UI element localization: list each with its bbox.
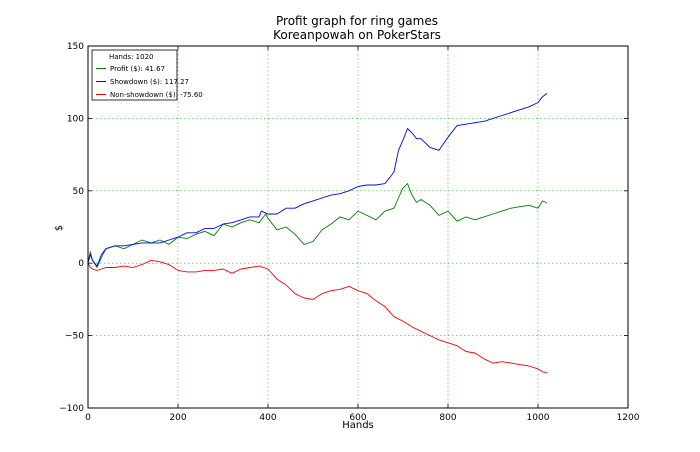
y-tick-label: 150 bbox=[67, 42, 84, 52]
legend-label-2: Non-showdown ($): -75.60 bbox=[110, 91, 203, 99]
y-tick-label: −50 bbox=[65, 332, 84, 342]
x-tick-label: 1000 bbox=[527, 413, 550, 423]
x-tick-label: 1200 bbox=[617, 413, 640, 423]
y-tick-label: 0 bbox=[78, 259, 84, 269]
legend-label-1: Showdown ($): 117.27 bbox=[110, 78, 189, 86]
series-line-2 bbox=[87, 259, 548, 374]
chart-subtitle: Koreanpowah on PokerStars bbox=[273, 28, 441, 42]
x-tick-label: 400 bbox=[259, 413, 276, 423]
axis-ticks: 0 200 400 600 800 1000 1200 −100 −50 0 50 100 150 bbox=[59, 42, 639, 423]
y-tick-label: −100 bbox=[59, 404, 84, 414]
chart-title: Profit graph for ring games bbox=[276, 14, 438, 28]
y-tick-label: 100 bbox=[67, 114, 84, 124]
legend-header: Hands: 1020 bbox=[109, 53, 153, 61]
series-lines bbox=[87, 93, 548, 374]
x-tick-label: 600 bbox=[349, 413, 366, 423]
grid bbox=[88, 46, 628, 408]
y-axis-label: $ bbox=[54, 225, 65, 231]
x-tick-label: 200 bbox=[169, 413, 186, 423]
x-tick-label: 800 bbox=[439, 413, 456, 423]
legend-box bbox=[91, 49, 178, 101]
series-line-0 bbox=[87, 183, 548, 268]
y-tick-label: 50 bbox=[73, 187, 85, 197]
x-axis-label: Hands bbox=[342, 420, 374, 431]
series-line-1 bbox=[87, 93, 548, 267]
x-tick-label: 0 bbox=[85, 413, 91, 423]
legend-label-0: Profit ($): 41.67 bbox=[110, 65, 165, 73]
legend: Hands: 1020 Profit ($): 41.67 Showdown ($… bbox=[91, 49, 203, 101]
